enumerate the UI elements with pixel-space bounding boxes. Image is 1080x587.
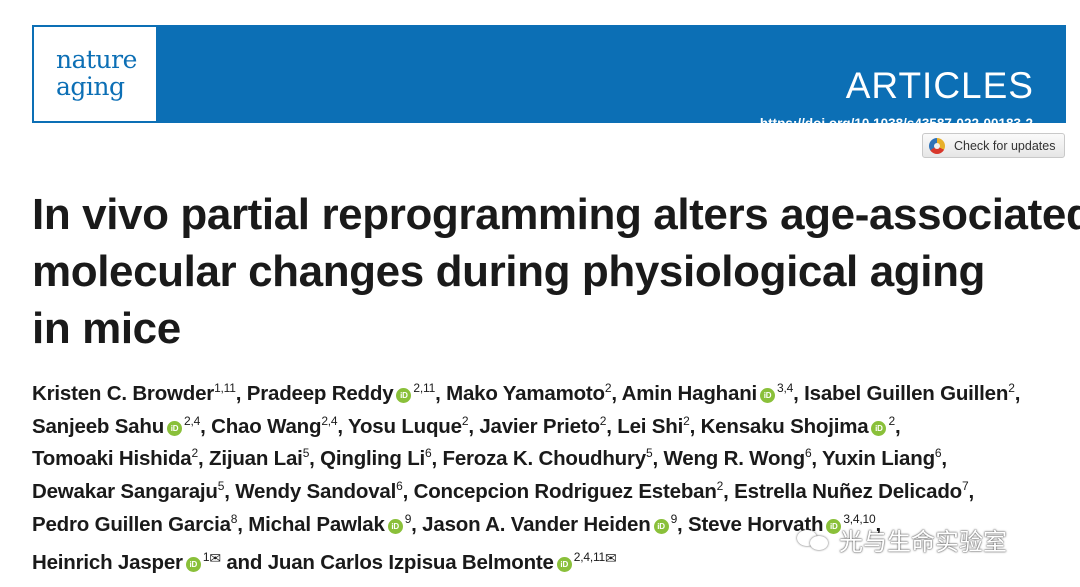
wechat-icon xyxy=(797,527,831,553)
affiliation[interactable]: 6 xyxy=(804,446,812,461)
affiliation[interactable]: 6 xyxy=(425,446,432,461)
check-for-updates-label: Check for updates xyxy=(954,138,1056,153)
author-name[interactable]: Wendy Sandoval xyxy=(235,480,397,504)
title-line-2: molecular changes during physiological a… xyxy=(32,247,986,296)
author-name[interactable]: Kristen C. Browder xyxy=(32,382,215,405)
author-name[interactable]: Tomoaki Hishida xyxy=(32,447,192,471)
author-line-5: Pedro Guillen Garcia8, Michal Pawlak iD9,… xyxy=(32,511,881,536)
orcid-icon[interactable]: iD xyxy=(387,518,403,534)
orcid-icon[interactable]: iD xyxy=(167,420,183,436)
affiliation[interactable]: 6 xyxy=(934,446,942,461)
mail-icon[interactable]: ✉ xyxy=(209,549,221,566)
author-name[interactable]: Weng R. Wong xyxy=(663,447,805,471)
author-name[interactable]: Steve Horvath xyxy=(688,512,824,536)
affiliation[interactable]: 5 xyxy=(217,479,225,494)
author-name[interactable]: Pedro Guillen Garcia xyxy=(32,512,231,536)
orcid-icon[interactable]: iD xyxy=(826,518,842,534)
author-name[interactable]: Amin Haghani xyxy=(621,382,758,405)
author-line-4: Dewakar Sangaraju5, Wendy Sandoval6, Con… xyxy=(32,479,974,504)
affiliation[interactable]: 1 xyxy=(202,549,210,564)
affiliation[interactable]: 9 xyxy=(404,511,412,526)
affiliation[interactable]: 1,11 xyxy=(214,381,236,395)
crossmark-icon xyxy=(929,137,945,154)
affiliation[interactable]: 3,4 xyxy=(777,381,794,395)
affiliation[interactable]: 2,4 xyxy=(321,413,338,428)
orcid-icon[interactable]: iD xyxy=(871,420,887,436)
author-name[interactable]: Qingling Li xyxy=(320,447,426,471)
title-line-3: in mice xyxy=(32,304,181,353)
orcid-icon[interactable]: iD xyxy=(653,518,669,534)
author-name[interactable]: Isabel Guillen Guillen xyxy=(804,382,1009,405)
author-name[interactable]: Mako Yamamoto xyxy=(446,382,605,405)
author-line-3: Tomoaki Hishida2, Zijuan Lai5, Qingling … xyxy=(32,446,947,471)
affiliation[interactable]: 3,4,10 xyxy=(843,511,876,526)
author-name[interactable]: Zijuan Lai xyxy=(209,447,303,471)
watermark-text: 光与生命实验室 xyxy=(839,528,1007,556)
journal-logo-line2: aging xyxy=(56,72,125,101)
section-label: ARTICLES xyxy=(845,65,1034,106)
orcid-icon[interactable]: iD xyxy=(396,388,412,403)
affiliation[interactable]: 2 xyxy=(599,413,607,428)
author-name[interactable]: Jason A. Vander Heiden xyxy=(422,512,651,536)
watermark: 光与生命实验室 xyxy=(797,522,1007,557)
author-line-1: Kristen C. Browder1,11, Pradeep Reddy iD2… xyxy=(32,381,1021,405)
affiliation[interactable]: 2 xyxy=(461,413,469,428)
author-name[interactable]: Concepcion Rodriguez Esteban xyxy=(413,480,717,504)
author-name[interactable]: Heinrich Jasper xyxy=(32,550,183,574)
author-list: Kristen C. Browder1,11, Pradeep Reddy iD2… xyxy=(32,378,1072,579)
author-name[interactable]: Lei Shi xyxy=(617,414,684,438)
affiliation[interactable]: 2,11 xyxy=(413,381,436,395)
doi-link[interactable]: https://doi.org/10.1038/s43587-022-00183… xyxy=(759,116,1033,131)
author-name[interactable]: Yuxin Liang xyxy=(822,447,935,471)
orcid-icon[interactable]: iD xyxy=(556,556,572,572)
journal-logo-line1: nature xyxy=(56,45,137,74)
affiliation[interactable]: 2,4,11 xyxy=(573,549,606,564)
author-name[interactable]: Yosu Luque xyxy=(348,414,462,438)
mail-icon[interactable]: ✉ xyxy=(605,549,617,566)
article-title: In vivo partial reprogramming alters age… xyxy=(32,186,1080,357)
journal-header-bar: ARTICLES https://doi.org/10.1038/s43587-… xyxy=(32,25,1066,131)
author-name[interactable]: Estrella Nuñez Delicado xyxy=(734,480,962,504)
affiliation[interactable]: 7 xyxy=(961,479,969,494)
affiliation[interactable]: 2 xyxy=(888,413,895,428)
author-name[interactable]: Kensaku Shojima xyxy=(700,414,869,438)
affiliation[interactable]: 2 xyxy=(604,381,612,395)
orcid-icon[interactable]: iD xyxy=(185,556,201,572)
author-name[interactable]: Feroza K. Choudhury xyxy=(442,447,647,471)
check-for-updates-button[interactable]: Check for updates xyxy=(922,133,1065,158)
author-name[interactable]: Juan Carlos Izpisua Belmonte xyxy=(267,550,554,574)
author-name[interactable]: Chao Wang xyxy=(211,414,322,438)
title-line-1: In vivo partial reprogramming alters age… xyxy=(32,190,1080,239)
affiliation[interactable]: 9 xyxy=(670,511,678,526)
affiliation[interactable]: 8 xyxy=(230,511,238,526)
affiliation[interactable]: 6 xyxy=(396,479,403,494)
author-name[interactable]: Javier Prieto xyxy=(479,414,600,438)
author-name[interactable]: Dewakar Sangaraju xyxy=(32,480,218,504)
conjunction: and xyxy=(226,550,263,574)
affiliation[interactable]: 2 xyxy=(683,413,690,428)
affiliation[interactable]: 2 xyxy=(191,446,199,461)
affiliation[interactable]: 2,4 xyxy=(184,413,201,428)
journal-logo[interactable]: nature aging xyxy=(33,26,157,122)
author-name[interactable]: Sanjeeb Sahu xyxy=(32,414,165,438)
author-line-2: Sanjeeb Sahu iD2,4, Chao Wang2,4, Yosu Lu… xyxy=(32,413,901,438)
affiliation[interactable]: 2 xyxy=(1008,381,1015,395)
affiliation[interactable]: 5 xyxy=(645,446,653,461)
orcid-icon[interactable]: iD xyxy=(760,388,776,403)
affiliation[interactable]: 2 xyxy=(716,479,724,494)
author-name[interactable]: Pradeep Reddy xyxy=(246,382,394,405)
author-line-6: Heinrich Jasper iD1✉ and Juan Carlos Izpi… xyxy=(32,542,1072,580)
author-name[interactable]: Michal Pawlak xyxy=(248,512,385,536)
affiliation[interactable]: 5 xyxy=(302,446,310,461)
